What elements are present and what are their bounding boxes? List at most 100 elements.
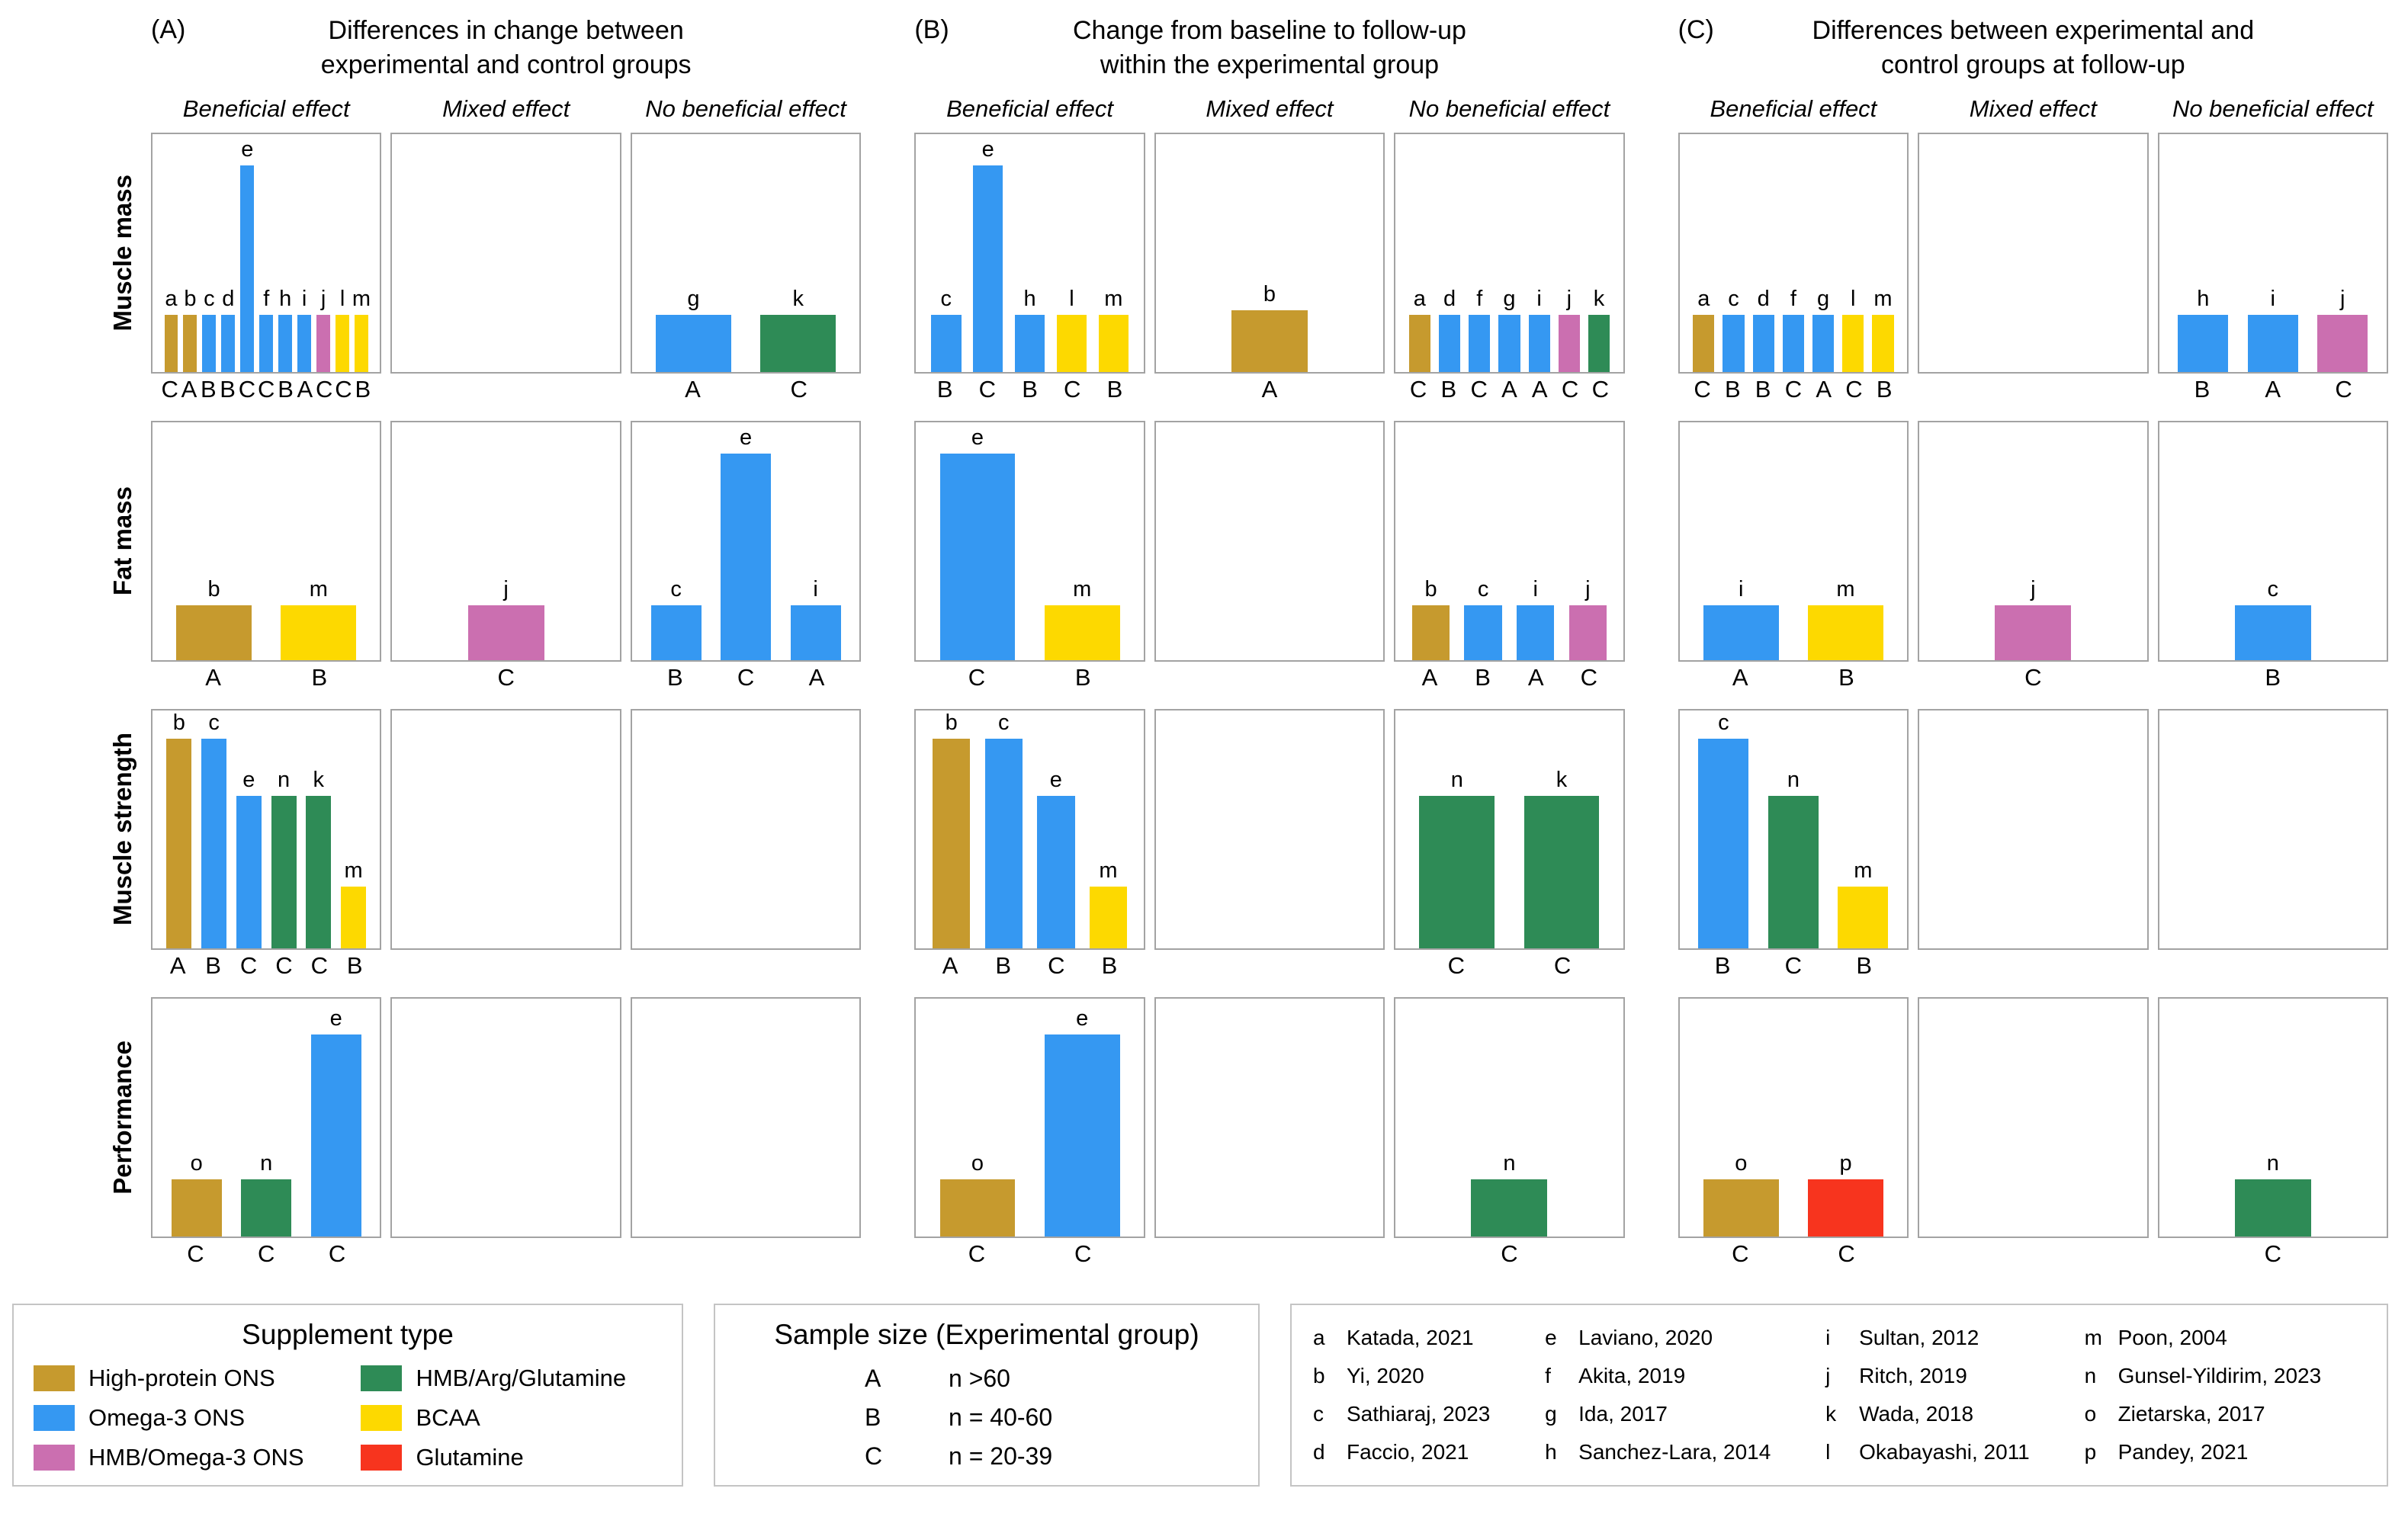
bar-j — [1995, 605, 2072, 660]
sample-size-letter: B — [2194, 376, 2211, 403]
bar-study-letter: h — [2197, 287, 2210, 311]
outcome-row-label-text: Muscle strength — [108, 733, 136, 926]
study-reference-citation: Sanchez-Lara, 2014 — [1578, 1440, 1771, 1464]
bar-study-letter: n — [1450, 768, 1463, 792]
sample-size-letter: C — [1064, 376, 1081, 403]
bar-study-letter: f — [1476, 287, 1483, 311]
bar-g — [1498, 315, 1520, 372]
study-reference-letter: b — [1313, 1364, 1325, 1387]
study-reference-letter: i — [1825, 1326, 1831, 1349]
bar-study-letter: j — [320, 287, 326, 311]
bar-study-letter: k — [1556, 768, 1568, 792]
bar-study-letter: o — [971, 1151, 984, 1176]
study-reference-letter: h — [1545, 1440, 1557, 1464]
bar-e — [721, 454, 772, 660]
bar-slot: n — [1405, 1031, 1613, 1237]
sample-size-letters — [1154, 1238, 1385, 1285]
bar-m — [355, 315, 368, 372]
sample-size-letter: B — [205, 952, 221, 979]
bar-slot: k — [1584, 166, 1613, 372]
bar-slot: e — [231, 743, 266, 948]
chart-cell: n — [2157, 997, 2388, 1238]
bar-study-letter: d — [1757, 287, 1770, 311]
bar-study-letter: j — [2031, 577, 2036, 601]
study-reference-letter: d — [1313, 1440, 1325, 1464]
bar-slot: b — [162, 712, 197, 948]
bar-e — [972, 165, 1003, 372]
bar-study-letter: n — [2266, 1151, 2279, 1176]
study-reference-citation: Ritch, 2019 — [1859, 1364, 1967, 1387]
bar-study-letter: b — [184, 287, 197, 311]
sample-size-letter: C — [310, 952, 329, 979]
bar-slot: o — [162, 1031, 231, 1237]
bar-f — [1782, 315, 1804, 372]
spacer — [870, 14, 905, 85]
bar-slot: j — [1554, 166, 1584, 372]
sample-size-letters — [2158, 950, 2388, 997]
bar-study-letter: p — [1839, 1151, 1852, 1176]
study-reference: j Ritch, 2019 — [1825, 1364, 2073, 1388]
bar-slot: e — [711, 427, 780, 660]
panel-b-title-text: Change from baseline to follow-up within… — [1073, 16, 1466, 79]
study-reference: p Pandey, 2021 — [2085, 1440, 2365, 1464]
sample-size-letters: C — [390, 662, 621, 709]
study-reference-letter: e — [1545, 1326, 1557, 1349]
sample-size-letter: C — [968, 1240, 986, 1267]
chart-cell: n — [1394, 997, 1625, 1238]
bar-slot: c — [1719, 166, 1748, 372]
bar-b — [166, 739, 192, 948]
bar-slot: c — [1457, 454, 1510, 660]
bar-slot: n — [266, 743, 301, 948]
legend-item-label: BCAA — [416, 1404, 480, 1431]
bar-n — [1767, 796, 1819, 948]
sample-size-letter: A — [297, 376, 313, 403]
sample-size-letter: C — [335, 376, 352, 403]
legend-item: BCAA — [361, 1404, 662, 1432]
bar-slot: h — [276, 166, 295, 372]
bar-study-letter: m — [1104, 287, 1123, 311]
bar-slot: g — [641, 166, 746, 372]
chart-cell — [1154, 709, 1385, 950]
bar-n — [1419, 796, 1495, 948]
bar-e — [1037, 796, 1075, 948]
bar-e — [236, 796, 262, 948]
chart-cell — [1918, 133, 2149, 374]
bar-slot: a — [1689, 166, 1719, 372]
bar-slot: f — [257, 166, 276, 372]
bar-c — [1698, 739, 1749, 948]
bar-study-letter: i — [301, 287, 307, 311]
outcome-row-label: Muscle mass — [12, 133, 142, 374]
bar-m — [341, 887, 366, 948]
bar-c — [1723, 315, 1745, 372]
bar-slot: a — [1405, 166, 1434, 372]
bar-study-letter: b — [1263, 282, 1276, 306]
legend-item: High-protein ONS — [34, 1365, 339, 1392]
study-reference: h Sanchez-Lara, 2014 — [1545, 1440, 1815, 1464]
sample-size-letters — [631, 1238, 861, 1285]
bar-slot: e — [238, 139, 257, 372]
sample-size-letter: B — [346, 952, 363, 979]
bar-a — [1408, 315, 1430, 372]
sample-size-letter: C — [2024, 664, 2042, 691]
bar-study-letter: a — [1413, 287, 1426, 311]
bar-b — [176, 605, 252, 660]
bar-i — [297, 315, 312, 372]
effect-column-header: Beneficial effect — [182, 95, 350, 122]
study-reference-letter: g — [1545, 1402, 1557, 1426]
panel-a-title: (A) Differences in change between experi… — [151, 14, 861, 85]
legend-item-label: Glutamine — [416, 1444, 524, 1471]
study-reference: k Wada, 2018 — [1825, 1402, 2073, 1426]
sample-size-letter: B — [1074, 664, 1091, 691]
sample-size-letters — [390, 374, 621, 421]
bar-slot: l — [1838, 166, 1868, 372]
bar-o — [939, 1179, 1016, 1237]
study-reference-letter: n — [2084, 1364, 2097, 1387]
bar-c — [2234, 605, 2311, 660]
legend-item-label: HMB/Arg/Glutamine — [416, 1365, 627, 1391]
